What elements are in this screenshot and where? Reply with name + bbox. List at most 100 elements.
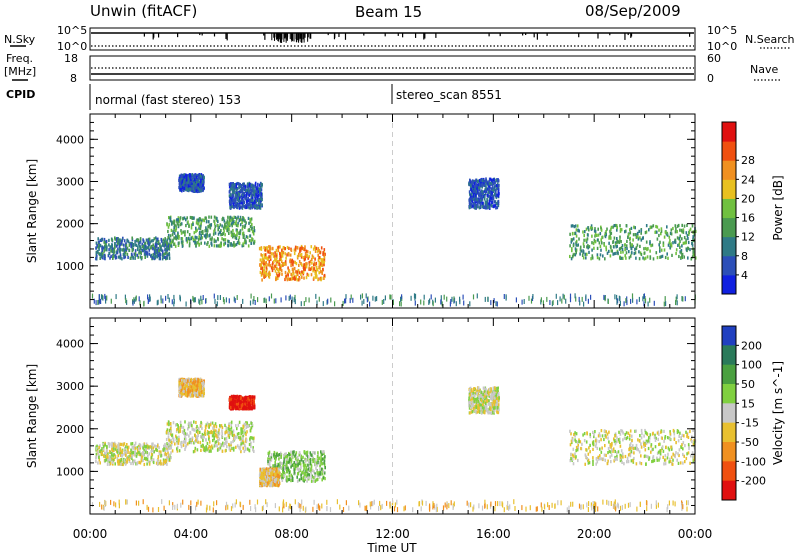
data-cell <box>244 185 247 189</box>
data-cell <box>167 229 169 234</box>
data-cell <box>479 202 482 206</box>
data-cell <box>240 205 242 209</box>
data-cell <box>317 247 320 251</box>
data-cell <box>594 232 597 237</box>
data-cell <box>303 301 305 306</box>
data-cell <box>199 226 202 231</box>
colorbar-title: Power [dB] <box>771 175 785 240</box>
data-cell <box>301 263 303 267</box>
data-cell <box>320 246 323 250</box>
data-cell <box>170 228 173 232</box>
data-cell <box>217 295 219 301</box>
data-cell <box>423 300 425 306</box>
data-cell <box>316 268 319 272</box>
data-cell <box>248 449 251 453</box>
data-cell <box>414 295 416 301</box>
data-cell <box>199 173 201 178</box>
data-cell <box>285 274 288 278</box>
data-cell <box>389 294 391 300</box>
data-cell <box>180 378 182 383</box>
data-cell <box>583 238 585 242</box>
data-cell <box>234 435 237 439</box>
data-cell <box>217 238 219 242</box>
data-cell <box>146 252 149 256</box>
data-cell <box>251 198 253 203</box>
data-cell <box>117 442 120 446</box>
data-cell <box>112 445 114 449</box>
data-cell <box>449 301 451 307</box>
data-cell <box>683 255 685 259</box>
data-cell <box>142 452 144 456</box>
data-cell <box>666 225 668 229</box>
data-cell <box>114 447 117 451</box>
data-cell <box>167 247 170 251</box>
data-cell <box>204 229 206 233</box>
data-cell <box>616 244 618 248</box>
data-cell <box>118 459 121 463</box>
data-cell <box>146 250 148 254</box>
data-cell <box>217 219 219 223</box>
data-cell <box>234 235 237 239</box>
data-cell <box>131 238 134 242</box>
data-cell <box>243 217 245 221</box>
data-cell <box>260 188 263 192</box>
data-cell <box>676 236 679 240</box>
data-cell <box>472 195 475 199</box>
data-cell <box>135 462 137 466</box>
data-cell <box>316 249 319 253</box>
data-cell <box>497 199 500 203</box>
data-cell <box>178 435 180 439</box>
data-cell <box>108 462 111 466</box>
data-cell <box>665 301 667 307</box>
data-cell <box>250 227 253 231</box>
data-cell <box>486 203 489 207</box>
data-cell <box>202 229 204 234</box>
data-cell <box>659 240 661 244</box>
data-cell <box>200 444 202 448</box>
data-cell <box>242 298 244 304</box>
data-cell <box>223 243 225 247</box>
data-cell <box>319 251 321 255</box>
data-cell <box>213 444 216 448</box>
data-cell <box>124 255 127 259</box>
data-cell <box>613 224 616 228</box>
data-cell <box>148 462 151 466</box>
data-cell <box>191 189 193 193</box>
data-cell <box>97 453 100 458</box>
data-cell <box>345 294 347 300</box>
data-cell <box>322 258 325 262</box>
data-cell <box>269 272 271 276</box>
data-cell <box>95 456 97 460</box>
data-cell <box>117 453 119 458</box>
data-cell <box>136 253 138 257</box>
data-cell <box>251 237 253 241</box>
data-cell <box>656 256 659 260</box>
data-cell <box>493 205 495 209</box>
data-cell <box>473 189 475 194</box>
data-cell <box>132 243 135 247</box>
data-cell <box>660 232 662 236</box>
data-cell <box>675 251 677 256</box>
data-cell <box>361 293 363 299</box>
data-cell <box>669 231 672 235</box>
data-cell <box>134 441 137 445</box>
data-cell <box>183 216 186 220</box>
data-cell <box>260 263 263 267</box>
data-cell <box>154 243 157 247</box>
data-cell <box>420 299 422 305</box>
data-cell <box>101 254 103 258</box>
data-cell <box>171 299 173 305</box>
data-cell <box>627 233 630 237</box>
data-cell <box>259 246 261 250</box>
data-cell <box>236 241 239 245</box>
data-cell <box>231 182 233 186</box>
data-cell <box>287 273 289 277</box>
data-cell <box>224 441 226 446</box>
data-cell <box>106 453 108 458</box>
data-cell <box>194 433 196 437</box>
data-cell <box>185 389 187 393</box>
data-cell <box>264 297 266 303</box>
data-cell <box>561 298 563 304</box>
data-cell <box>280 258 283 262</box>
data-cell <box>247 447 249 451</box>
